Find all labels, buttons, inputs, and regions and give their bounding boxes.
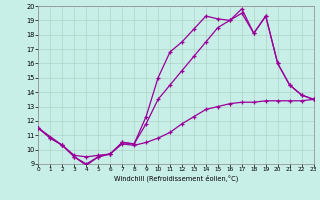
X-axis label: Windchill (Refroidissement éolien,°C): Windchill (Refroidissement éolien,°C) (114, 175, 238, 182)
